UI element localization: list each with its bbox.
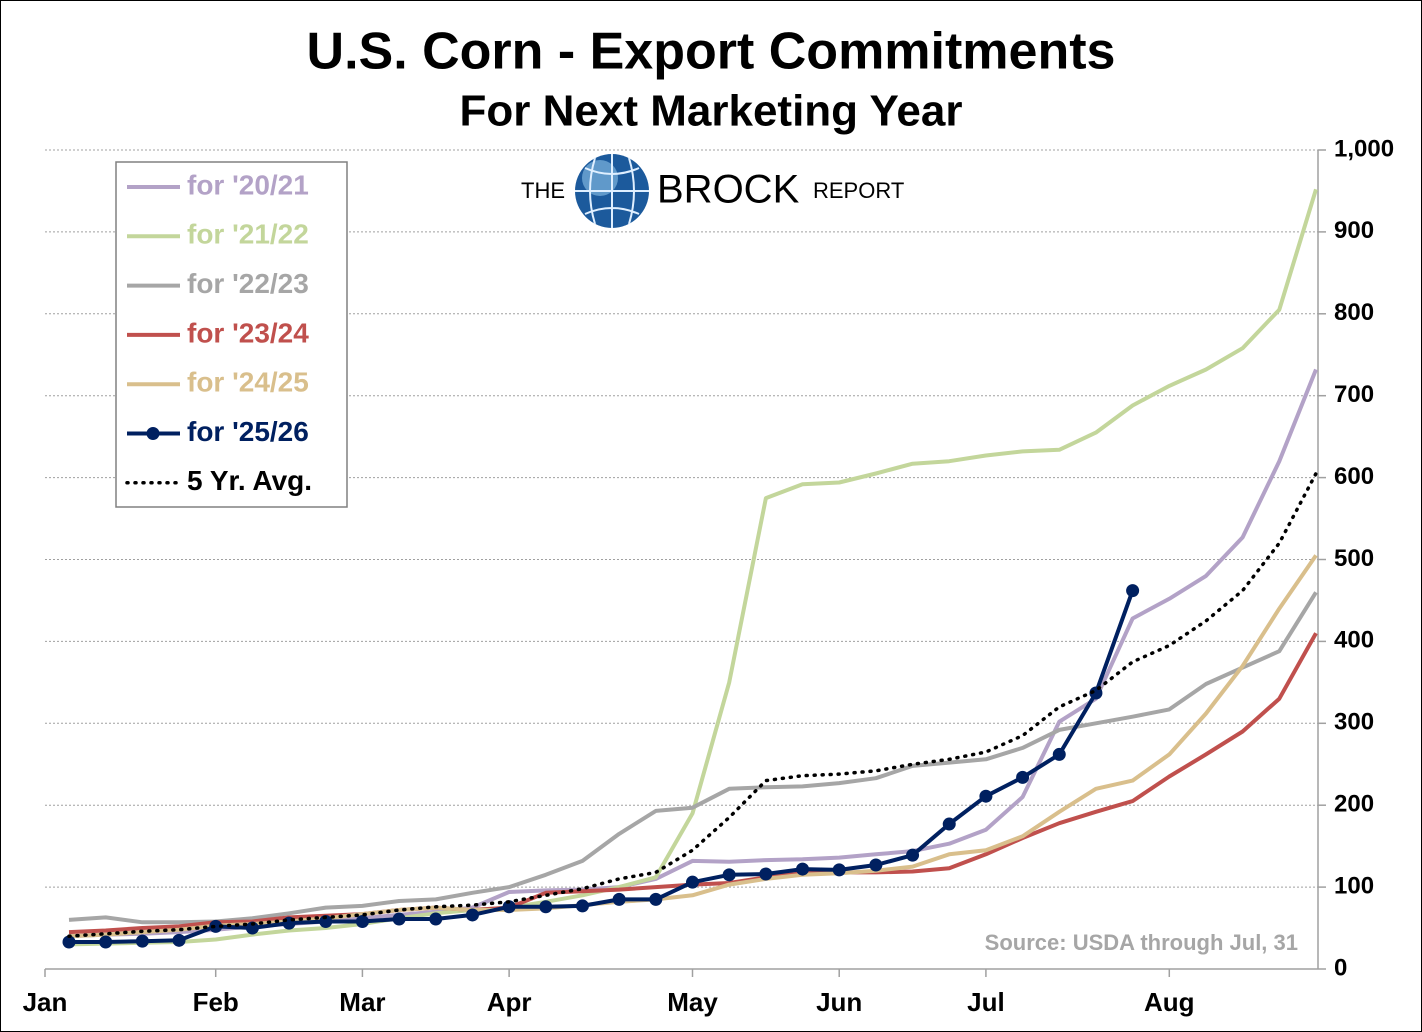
- y-tick-label: 100: [1334, 872, 1374, 899]
- series-marker: [502, 900, 516, 914]
- series-marker: [1126, 584, 1140, 598]
- legend-marker: [146, 427, 160, 440]
- x-tick-label: Mar: [339, 987, 385, 1017]
- series-marker: [135, 934, 149, 948]
- series-marker: [319, 914, 333, 928]
- x-tick-label: May: [667, 987, 718, 1017]
- legend-label: for '24/25: [187, 367, 309, 398]
- series-marker: [686, 875, 699, 889]
- y-tick-label: 1,000: [1334, 135, 1394, 162]
- logo-text: BROCK: [657, 168, 800, 212]
- series-marker: [869, 858, 883, 872]
- x-tick-label: Jan: [23, 987, 68, 1017]
- series-marker: [1052, 747, 1066, 761]
- series-marker: [832, 863, 846, 877]
- series-marker: [759, 867, 773, 881]
- y-tick-label: 900: [1334, 217, 1374, 244]
- series-marker: [612, 892, 626, 906]
- chart-title: U.S. Corn - Export Commitments: [307, 23, 1116, 81]
- x-tick-label: Feb: [193, 987, 239, 1017]
- series-marker: [539, 900, 553, 914]
- series-marker: [906, 848, 920, 862]
- series-marker: [209, 919, 223, 933]
- series-marker: [355, 914, 369, 928]
- series-marker: [429, 912, 443, 926]
- x-tick-label: Aug: [1144, 987, 1195, 1017]
- y-tick-label: 800: [1334, 299, 1374, 326]
- y-tick-label: 700: [1334, 381, 1374, 408]
- series-marker: [172, 933, 186, 947]
- legend-label: 5 Yr. Avg.: [187, 465, 312, 496]
- series-marker: [62, 935, 76, 949]
- logo: THE BROCK REPORT: [521, 154, 904, 228]
- series-marker: [979, 789, 993, 803]
- legend-label: for '25/26: [187, 416, 309, 447]
- legend-label: for '20/21: [187, 169, 309, 200]
- series-line: [67, 471, 1318, 938]
- legend-label: for '21/22: [187, 219, 309, 250]
- series-marker: [649, 892, 663, 906]
- logo-text: REPORT: [813, 178, 904, 203]
- legend-label: for '23/24: [187, 317, 309, 348]
- legend: for '20/21 for '21/22 for '22/23 for '23/24…: [115, 161, 348, 508]
- series-marker: [942, 817, 956, 831]
- x-tick-label: Jun: [816, 987, 862, 1017]
- y-tick-label: 500: [1334, 545, 1374, 572]
- series-line: [68, 188, 1318, 947]
- logo-text: THE: [521, 178, 565, 203]
- series-marker: [245, 921, 259, 935]
- y-tick-label: 0: [1334, 954, 1347, 981]
- y-tick-label: 400: [1334, 627, 1374, 654]
- series-marker: [722, 868, 736, 882]
- y-tick-label: 200: [1334, 791, 1374, 818]
- legend-label: for '22/23: [187, 268, 309, 299]
- y-tick-label: 300: [1334, 709, 1374, 736]
- series-marker: [99, 935, 113, 949]
- series-marker: [465, 908, 479, 922]
- series-marker: [796, 862, 810, 876]
- series-marker: [392, 912, 406, 926]
- source-note: Source: USDA through Jul, 31: [985, 930, 1298, 955]
- x-tick-label: Jul: [967, 987, 1005, 1017]
- series-line: [68, 591, 1318, 925]
- series-marker: [1016, 770, 1030, 784]
- series-marker: [575, 899, 589, 913]
- chart-subtitle: For Next Marketing Year: [460, 87, 963, 136]
- x-tick-label: Apr: [487, 987, 532, 1017]
- y-tick-label: 600: [1334, 463, 1374, 490]
- logo-grid: [575, 154, 649, 228]
